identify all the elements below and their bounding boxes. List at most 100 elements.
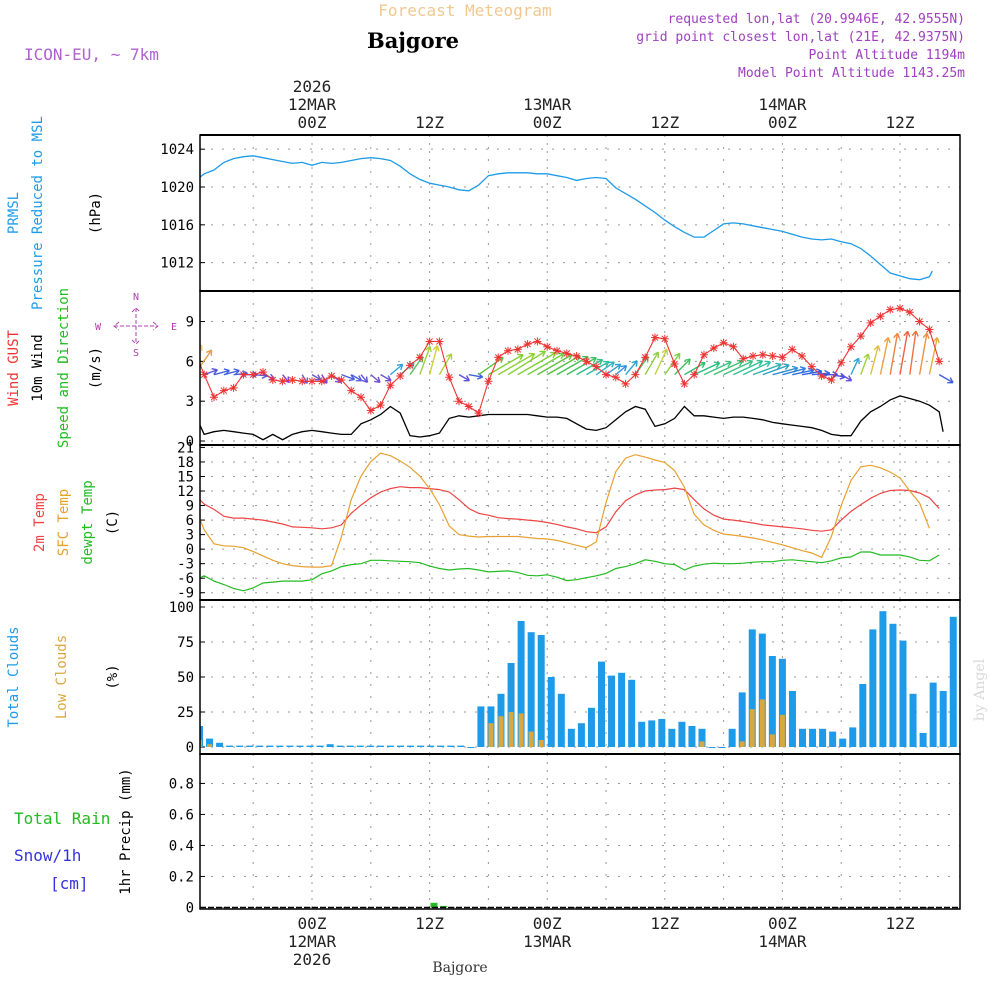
panel-frame bbox=[199, 290, 961, 446]
wind-gust-marker bbox=[817, 371, 826, 380]
wind-gust-marker bbox=[827, 375, 836, 384]
wind-gust-marker bbox=[690, 370, 699, 379]
compass-n: N bbox=[133, 292, 139, 303]
wind-arrow-shaft bbox=[811, 372, 830, 376]
y-tick-label: 0.4 bbox=[169, 838, 194, 854]
top-time-label: 00Z bbox=[298, 113, 327, 132]
total-clouds-bar bbox=[728, 728, 736, 747]
wind-gust-marker bbox=[592, 362, 601, 371]
bottom-time-label: 14MAR bbox=[758, 932, 807, 951]
wind-arrow-shaft bbox=[869, 345, 880, 375]
bottom-time-label: 00Z bbox=[298, 914, 327, 933]
wind-arrow-shaft bbox=[428, 345, 439, 375]
wind-arrow-shaft bbox=[350, 374, 362, 382]
wind-arrow-head bbox=[528, 352, 536, 360]
wind-arrow-shaft bbox=[752, 363, 782, 376]
wind-direction-arrow bbox=[703, 360, 732, 376]
total-clouds-bar bbox=[959, 607, 960, 747]
wind-gust-marker bbox=[807, 362, 816, 371]
wind-arrow-head bbox=[631, 360, 638, 367]
top-time-label: 12Z bbox=[415, 113, 444, 132]
wind-arrow-shaft bbox=[566, 357, 597, 376]
top-time-label: 14MAR bbox=[758, 95, 807, 114]
total-clouds-bar bbox=[296, 745, 304, 747]
total-clouds-bar bbox=[949, 616, 957, 747]
total-clouds-bar bbox=[507, 663, 515, 747]
y-tick-label: 100 bbox=[169, 600, 194, 616]
wind-arrow-shaft bbox=[674, 358, 691, 376]
total-clouds-bar bbox=[698, 728, 706, 747]
wind-arrow-shaft bbox=[723, 360, 753, 376]
total-clouds-bar bbox=[678, 721, 686, 747]
wind-direction-arrow bbox=[566, 356, 597, 376]
wind-arrow-shaft bbox=[684, 362, 706, 376]
wind-arrow-head bbox=[517, 353, 524, 361]
wind-gust-marker bbox=[866, 318, 875, 327]
wind-arrow-shaft bbox=[605, 363, 622, 376]
y-tick-label: 9 bbox=[186, 499, 194, 515]
total-clouds-bar bbox=[577, 723, 585, 747]
legend-total-rain: Total Rain bbox=[14, 809, 110, 828]
wind-arrow-shaft bbox=[389, 363, 404, 376]
legend-snow: Snow/1h bbox=[14, 846, 81, 865]
wind-gust-marker bbox=[386, 381, 395, 390]
wind-arrow-shaft bbox=[772, 367, 798, 376]
wind-arrow-shaft bbox=[341, 373, 355, 381]
low-clouds-bar bbox=[779, 714, 785, 747]
wind-arrow-head bbox=[614, 363, 622, 370]
total-clouds-bar bbox=[306, 745, 314, 747]
wind-arrow-shaft bbox=[899, 331, 909, 375]
wind-arrow-shaft bbox=[909, 330, 917, 375]
y-axis-label: Wind GUST bbox=[6, 330, 22, 406]
wind-direction-arrow bbox=[625, 360, 638, 376]
y-tick-label: 1020 bbox=[160, 180, 194, 196]
total-clouds-bar bbox=[608, 675, 616, 747]
wind-direction-arrow bbox=[938, 374, 954, 384]
wind-gust-marker bbox=[249, 370, 258, 379]
compass-w: W bbox=[95, 322, 102, 333]
wind-direction-arrow bbox=[742, 360, 771, 376]
series-dewpt-temp-line bbox=[200, 551, 940, 592]
wind-gust-marker bbox=[611, 373, 620, 382]
low-clouds-bar bbox=[200, 740, 202, 747]
wind-gust-marker bbox=[660, 334, 669, 343]
plot-area-pressure bbox=[200, 155, 933, 281]
wind-direction-arrow bbox=[458, 374, 471, 382]
wind-arrow-shaft bbox=[527, 353, 565, 376]
wind-arrow-head bbox=[539, 350, 546, 357]
wind-direction-arrow bbox=[733, 359, 763, 376]
wind-gust-marker bbox=[935, 357, 944, 366]
series-2m-temp-line bbox=[200, 486, 940, 534]
total-clouds-bar bbox=[557, 693, 565, 747]
total-clouds-bar bbox=[768, 656, 776, 747]
total-clouds-bar bbox=[799, 728, 806, 747]
wind-arrow-head bbox=[947, 377, 954, 384]
total-clouds-bar bbox=[407, 745, 415, 747]
wind-arrow-shaft bbox=[693, 362, 720, 376]
low-clouds-bar bbox=[518, 713, 524, 747]
total-clouds-bar bbox=[467, 747, 475, 748]
total-clouds-bar bbox=[286, 745, 294, 747]
wind-arrow-head bbox=[385, 375, 392, 382]
wind-arrow-shaft bbox=[419, 346, 431, 375]
wind-gust-marker bbox=[366, 406, 375, 415]
grid-point-coords: grid point closest lon,lat (21E, 42.9375… bbox=[636, 30, 965, 45]
total-clouds-bar bbox=[316, 745, 324, 747]
wind-arrow-head bbox=[775, 362, 782, 370]
wind-arrow-head bbox=[873, 345, 881, 352]
series-sfc-temp-line bbox=[200, 452, 930, 568]
y-tick-label: 6 bbox=[186, 354, 194, 370]
wind-gust-marker bbox=[739, 354, 748, 363]
wind-gust-marker bbox=[523, 340, 532, 349]
wind-arrow-head bbox=[425, 345, 432, 353]
point-altitude: Point Altitude 1194m bbox=[808, 48, 965, 63]
wind-arrow-shaft bbox=[889, 333, 899, 375]
wind-arrow-shaft bbox=[595, 361, 615, 376]
total-clouds-bar bbox=[517, 621, 525, 747]
rain-bar bbox=[440, 905, 448, 908]
bottom-time-label: 12MAR bbox=[288, 932, 337, 951]
panel-wind: 0 3 6 9 Wind GUST 10m Wind Speed and Direction… bbox=[6, 288, 961, 450]
compass-s: S bbox=[133, 348, 139, 359]
